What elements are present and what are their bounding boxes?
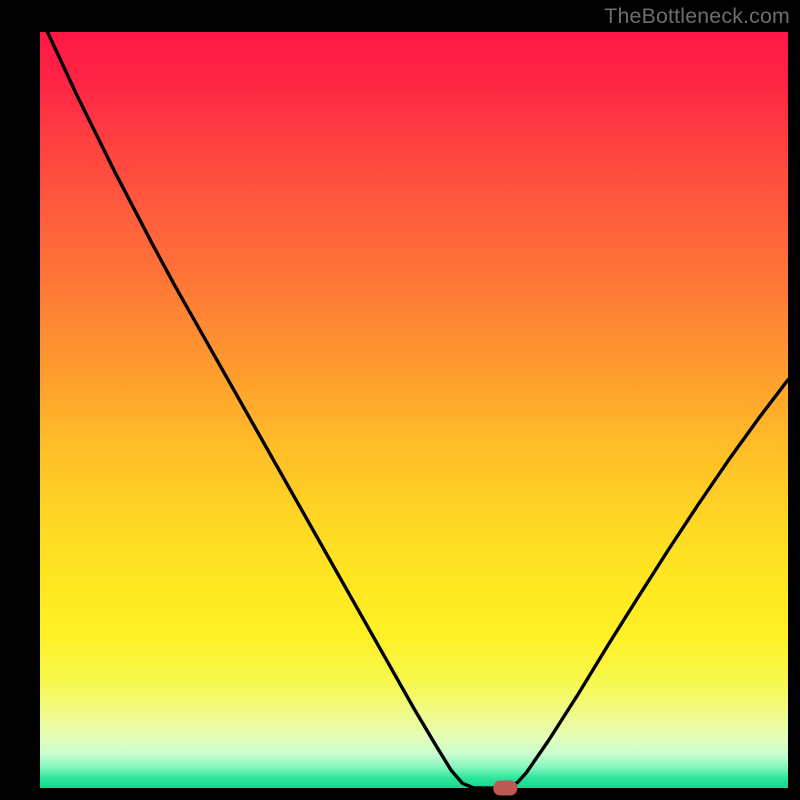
watermark-text: TheBottleneck.com [604, 4, 790, 29]
chart-root: TheBottleneck.com [0, 0, 800, 800]
optimal-marker [493, 781, 517, 796]
plot-area [40, 32, 788, 788]
bottleneck-chart [0, 0, 800, 800]
